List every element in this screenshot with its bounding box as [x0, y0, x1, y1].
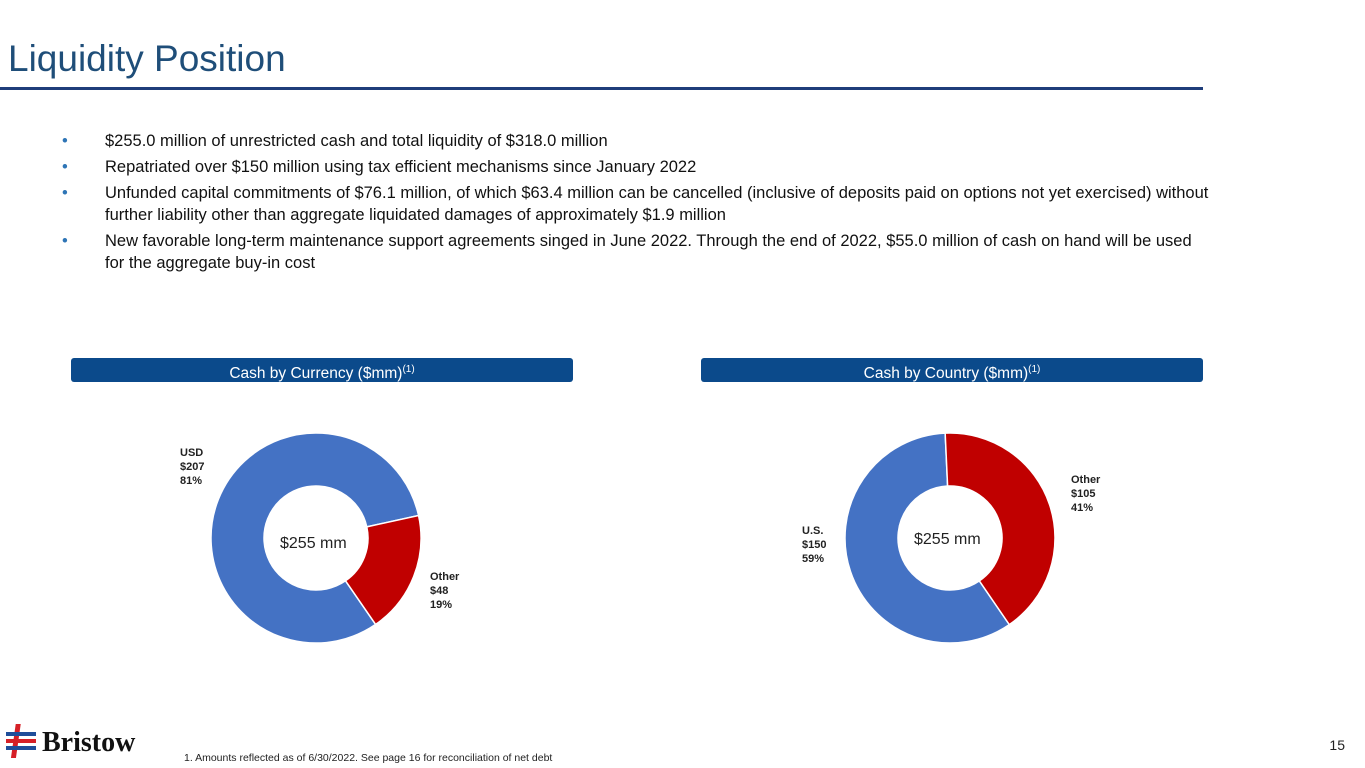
bullet-item: New favorable long-term maintenance supp…: [62, 230, 1212, 274]
footnote-ref: (1): [402, 364, 415, 375]
currency-chart-header: Cash by Currency ($mm)(1): [71, 358, 573, 382]
slice-label-us: U.S. $150 59%: [802, 525, 827, 565]
bullet-item: Unfunded capital commitments of $76.1 mi…: [62, 182, 1212, 226]
bullet-item: Repatriated over $150 million using tax …: [62, 156, 1212, 178]
slice-label-other: Other $105 41%: [1071, 474, 1101, 514]
slice-label-other: Other $48 19%: [430, 571, 460, 611]
page-number: 15: [1329, 737, 1345, 753]
footnote-ref: (1): [1028, 364, 1041, 375]
donut-slice-usd: [210, 432, 420, 644]
country-chart-header: Cash by Country ($mm)(1): [701, 358, 1203, 382]
slice-label-usd: USD $207 81%: [180, 447, 205, 487]
title-divider: [0, 87, 1203, 90]
bullet-list: $255.0 million of unrestricted cash and …: [62, 130, 1212, 278]
country-center-label: $255 mm: [914, 531, 981, 548]
bullet-item: $255.0 million of unrestricted cash and …: [62, 130, 1212, 152]
donut-slice-other: [344, 514, 422, 626]
donut-slice-other: [944, 432, 1056, 626]
footnote: 1. Amounts reflected as of 6/30/2022. Se…: [184, 752, 553, 764]
currency-center-label: $255 mm: [280, 535, 347, 552]
chart-title: Cash by Country ($mm): [863, 365, 1029, 383]
page-title: Liquidity Position: [8, 38, 286, 79]
logo-text: Bristow: [42, 727, 136, 758]
chart-title: Cash by Currency ($mm): [229, 365, 403, 383]
donut-slice-us: [844, 432, 1011, 644]
bristow-logo-icon: [4, 722, 40, 765]
